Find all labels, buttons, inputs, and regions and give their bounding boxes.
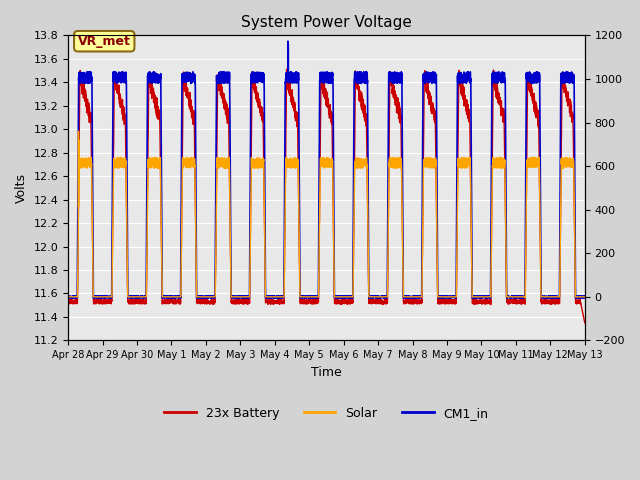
- Legend: 23x Battery, Solar, CM1_in: 23x Battery, Solar, CM1_in: [159, 402, 493, 425]
- X-axis label: Time: Time: [311, 366, 342, 379]
- Y-axis label: Volts: Volts: [15, 173, 28, 203]
- Title: System Power Voltage: System Power Voltage: [241, 15, 412, 30]
- Text: VR_met: VR_met: [78, 35, 131, 48]
